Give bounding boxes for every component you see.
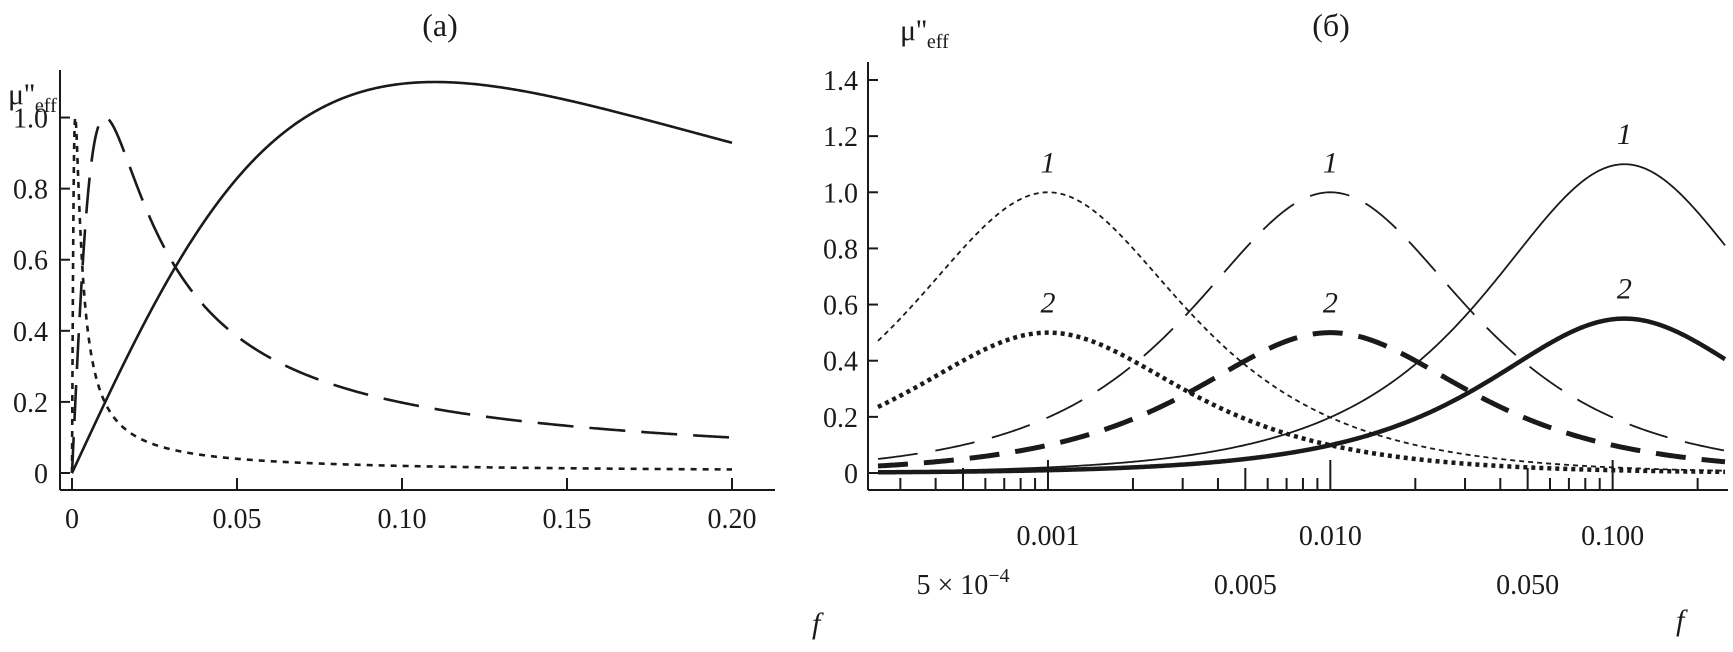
panel-b-x-tick-label: 0.100 <box>1581 521 1644 552</box>
panel-a-plot: 0 0.2 0.4 0.6 0.8 1.0 0 0.05 0.10 0.15 0.20 <box>13 70 775 535</box>
panel-b-x-tick-label: 0.001 <box>1016 521 1079 552</box>
panel-b-y-tick-label: 1.0 <box>823 178 858 209</box>
panel-a-y-tick-label: 0.8 <box>13 175 48 206</box>
panel-a-y-tick-label: 0.2 <box>13 388 48 419</box>
panel-a-y-axis-label-sub: eff <box>35 95 57 117</box>
panel-b-x-minor-tick-label: 5 × 10−4 <box>916 565 1009 601</box>
panel-b-series-thin-solid <box>877 163 1726 473</box>
panel-b-x-tick-label: 0.010 <box>1299 521 1362 552</box>
panel-a-series-dotted <box>70 115 733 473</box>
panel-b-x-axis-label: f <box>1676 604 1688 637</box>
panel-a-x-axis-label: f <box>812 607 824 640</box>
panel-b-y-tick-label: 1.2 <box>823 122 858 153</box>
panel-a-y-tick-label: 0.6 <box>13 246 48 277</box>
panel-a-x-tick-label: 0 <box>65 504 79 535</box>
panel-b-y-axis-label-sub: eff <box>927 31 949 53</box>
panel-a-x-tick-label: 0.20 <box>708 504 757 535</box>
panel-b-x-minor-tick-label: 0.050 <box>1496 570 1559 601</box>
panel-b-curve-label: 2 <box>1323 287 1338 320</box>
panel-a-y-axis-label-mu: μ'' <box>8 78 35 111</box>
panel-a-y-tick-label: 0 <box>34 459 48 490</box>
panel-b-series-thin-dotted <box>877 191 1726 472</box>
panel-b-curve-label: 1 <box>1323 146 1338 179</box>
panel-b-title: (б) <box>1312 7 1350 43</box>
panel-b-y-tick-label: 0 <box>844 459 858 490</box>
panel-a-series-solid <box>70 80 733 474</box>
panel-b-series-thick-solid <box>877 316 1727 475</box>
panel-b-y-tick-label: 0.8 <box>823 234 858 265</box>
panel-a-title: (a) <box>422 7 458 43</box>
panel-b-curve-label: 2 <box>1040 287 1055 320</box>
panel-b-y-tick-label: 0.6 <box>823 291 858 322</box>
panel-b-x-minor-tick-label: 0.005 <box>1214 570 1277 601</box>
panel-b-curve-label: 2 <box>1617 273 1632 306</box>
panel-b-x-minor-tick-label-base: 5 × 10 <box>916 570 988 601</box>
panel-a-y-tick-label: 1.0 <box>13 104 48 135</box>
panel-b-curve-label: 1 <box>1040 146 1055 179</box>
panel-b-y-tick-label: 0.2 <box>823 403 858 434</box>
panel-b-y-axis-label: μ''eff <box>900 14 949 53</box>
panel-b-plot: 0 0.2 0.4 0.6 0.8 1.0 1.2 1.4 0.001 0.010 0.100 5 ×… <box>823 62 1728 601</box>
panel-b-series-thin-dashed <box>877 191 1726 460</box>
panel-a-x-tick-label: 0.05 <box>213 504 262 535</box>
panel-a-x-tick-label: 0.15 <box>543 504 592 535</box>
panel-b-y-tick-label: 0.4 <box>823 347 858 378</box>
panel-b-y-tick-label: 1.4 <box>823 66 858 97</box>
panel-a-y-axis-label: μ''eff <box>8 78 57 117</box>
panel-a-x-tick-label: 0.10 <box>378 504 427 535</box>
panel-b-curve-label: 1 <box>1617 118 1632 151</box>
panel-b-series-thick-dashed <box>877 330 1726 469</box>
panel-b-x-minor-tick-label-exponent: −4 <box>988 565 1009 587</box>
panel-a-series-dashed <box>70 116 733 474</box>
panel-b-y-axis-label-mu: μ'' <box>900 14 927 47</box>
panel-a-y-tick-label: 0.4 <box>13 317 48 348</box>
